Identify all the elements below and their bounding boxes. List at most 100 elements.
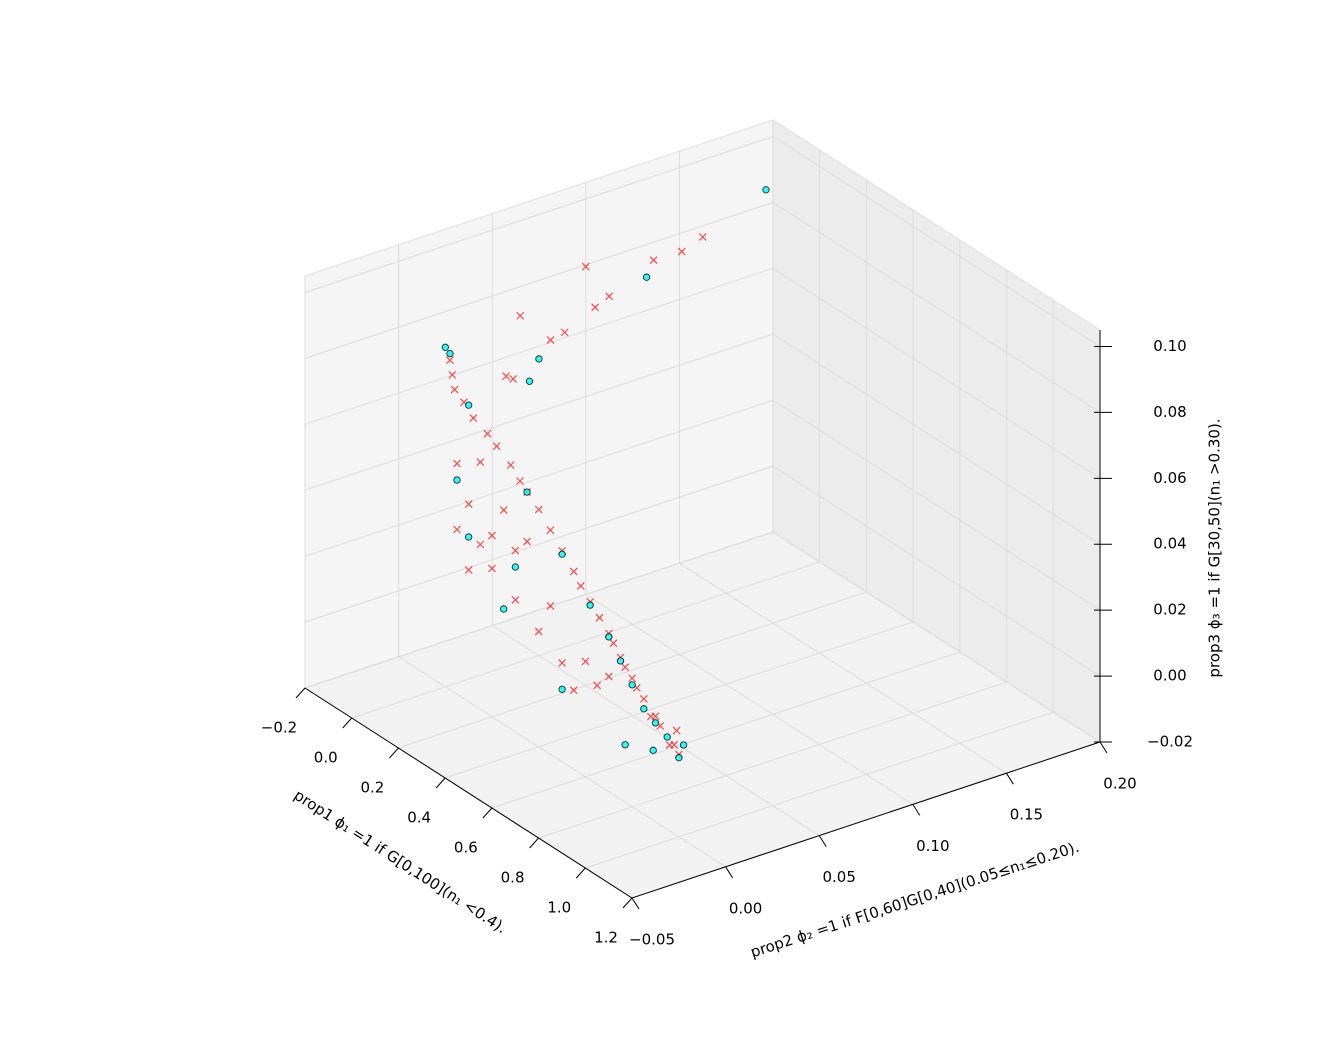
- marker-stroke: [534, 627, 543, 636]
- marker-circle: [628, 681, 636, 689]
- point: [464, 500, 473, 508]
- point: [453, 525, 461, 534]
- marker-stroke: [488, 531, 496, 540]
- marker-circle: [663, 733, 671, 741]
- point: [649, 256, 658, 265]
- marker-stroke: [502, 372, 511, 381]
- marker-stroke: [534, 505, 543, 514]
- marker-stroke: [469, 414, 478, 422]
- point: [506, 461, 515, 470]
- grid-line: [304, 399, 1101, 611]
- point: [672, 726, 681, 735]
- grid-line: [304, 531, 1101, 743]
- y-tick: [631, 897, 640, 910]
- point: [516, 311, 525, 320]
- point: [499, 506, 508, 514]
- marker-stroke: [609, 639, 618, 648]
- marker-stroke: [511, 546, 520, 555]
- x-tick: [435, 777, 446, 789]
- grid-line: [304, 267, 1101, 479]
- marker-stroke: [546, 526, 555, 535]
- marker-stroke: [595, 613, 604, 622]
- marker-stroke: [558, 658, 567, 667]
- marker-circle: [605, 633, 613, 641]
- point: [476, 540, 485, 549]
- z-axis-label: prop3 ϕ₃ =1 if G[30,50](n₁ >0.30).: [1206, 418, 1224, 677]
- point: [628, 674, 637, 683]
- x-tick-label: 0.6: [454, 839, 478, 857]
- marker-circle: [525, 377, 534, 385]
- marker-stroke: [698, 233, 707, 241]
- point: [558, 685, 566, 693]
- x-tick-label: 0.0: [314, 749, 338, 767]
- marker-stroke: [450, 385, 459, 394]
- point: [698, 233, 707, 241]
- marker-stroke: [560, 328, 569, 337]
- marker-circle: [465, 533, 473, 541]
- point: [569, 686, 578, 695]
- point: [651, 719, 660, 727]
- point: [465, 401, 473, 409]
- point: [500, 605, 508, 613]
- x-tick-label: 0.4: [407, 809, 431, 827]
- marker-stroke: [446, 356, 454, 365]
- point: [509, 375, 518, 383]
- marker-stroke: [483, 429, 492, 438]
- marker-stroke: [621, 663, 630, 672]
- marker-stroke: [460, 398, 468, 407]
- y-tick-label: 0.05: [822, 868, 855, 886]
- marker-circle: [511, 563, 520, 571]
- y-tick-label: 0.20: [1103, 775, 1136, 793]
- marker-stroke: [511, 596, 520, 604]
- marker-stroke: [509, 375, 518, 383]
- marker-stroke: [677, 247, 686, 256]
- y-tick-label: 0.15: [1010, 806, 1043, 824]
- marker-stroke: [576, 582, 585, 590]
- point: [576, 582, 585, 590]
- marker-stroke: [464, 500, 473, 508]
- point: [595, 613, 604, 622]
- point: [621, 663, 630, 672]
- point: [516, 477, 524, 485]
- point: [483, 429, 492, 438]
- z-tick-label: 0.00: [1153, 667, 1186, 685]
- y-axis-label: prop2 ϕ₂ =1 if F[0,60]G[0,40](0.05≤n₁≤0.…: [748, 838, 1081, 962]
- point: [628, 681, 636, 689]
- z-tick-label: −0.02: [1147, 733, 1193, 751]
- point: [534, 627, 543, 636]
- point: [593, 681, 602, 690]
- x-tick-label: −0.2: [261, 719, 297, 737]
- z-tick-label: 0.06: [1153, 469, 1186, 487]
- point: [616, 657, 625, 665]
- point: [535, 355, 543, 363]
- grid-line: [304, 135, 1101, 347]
- y-tick: [1099, 741, 1108, 754]
- y-tick: [1005, 772, 1014, 785]
- marker-circle: [586, 601, 594, 609]
- marker-stroke: [628, 674, 637, 683]
- point: [639, 695, 648, 703]
- point: [581, 657, 590, 666]
- point: [679, 741, 688, 749]
- y-tick: [818, 835, 827, 847]
- point: [677, 247, 686, 256]
- point: [591, 303, 599, 312]
- point: [546, 526, 555, 535]
- point: [492, 442, 501, 451]
- x-tick-label: 0.2: [360, 779, 384, 797]
- point: [560, 328, 569, 337]
- point: [649, 746, 657, 754]
- point: [581, 262, 590, 271]
- point: [502, 372, 511, 381]
- x-axis-line: [304, 687, 633, 899]
- z-tick-label: 0.02: [1153, 601, 1186, 619]
- point: [453, 459, 461, 468]
- marker-circle: [762, 186, 770, 194]
- x-tick: [529, 837, 539, 849]
- x-tick-label: 1.2: [594, 929, 618, 947]
- point: [511, 596, 520, 604]
- point: [569, 567, 578, 576]
- point: [511, 546, 520, 555]
- marker-stroke: [593, 681, 602, 690]
- marker-circle: [558, 550, 566, 558]
